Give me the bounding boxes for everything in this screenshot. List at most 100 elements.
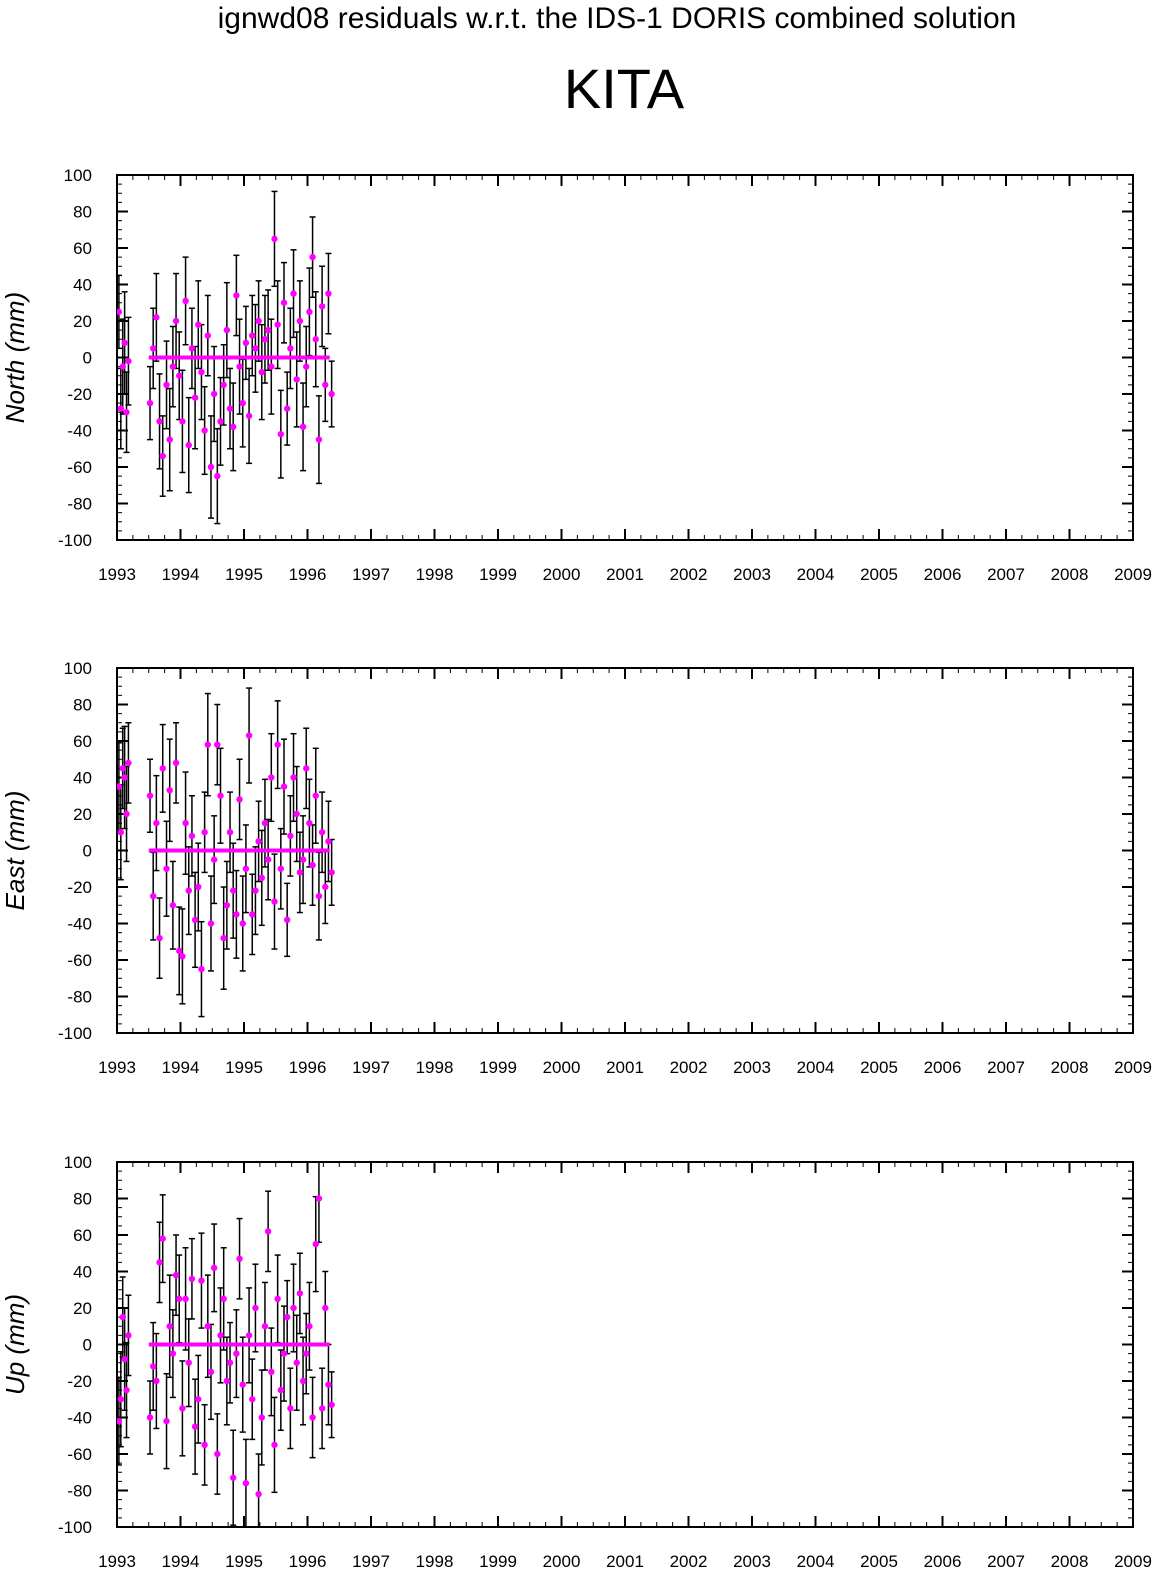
x-tick-label: 1996 — [289, 1058, 327, 1077]
data-point — [233, 292, 240, 299]
x-tick-label: 2009 — [1114, 565, 1152, 584]
data-point — [125, 357, 132, 365]
x-tick-label: 2003 — [733, 1552, 771, 1571]
y-axis-title: North (mm) — [0, 292, 30, 423]
data-point — [163, 865, 170, 872]
data-point — [280, 783, 288, 790]
data-group — [117, 190, 335, 525]
data-point — [299, 1377, 307, 1385]
data-point — [277, 1386, 285, 1394]
data-point — [322, 381, 329, 389]
data-point — [123, 1386, 130, 1394]
y-tick-label: -20 — [67, 385, 92, 404]
x-tick-label: 1993 — [98, 1058, 136, 1077]
data-point — [271, 235, 278, 243]
y-tick-label: 60 — [73, 732, 92, 751]
data-point — [117, 405, 125, 412]
data-point — [283, 1313, 291, 1321]
data-point — [207, 920, 215, 927]
data-point — [264, 856, 272, 863]
data-point — [117, 1417, 123, 1425]
data-point — [220, 1295, 227, 1303]
data-point — [169, 902, 177, 909]
data-point — [290, 1304, 297, 1312]
data-point — [153, 819, 160, 827]
data-point — [274, 1295, 281, 1303]
data-point — [258, 874, 265, 882]
data-point — [214, 741, 221, 748]
x-tick-label: 1995 — [225, 565, 263, 584]
data-point — [121, 774, 128, 781]
data-point — [119, 363, 126, 370]
x-tick-label: 2003 — [733, 1058, 771, 1077]
data-point — [318, 1405, 326, 1412]
data-point — [306, 819, 313, 827]
x-tick-label: 1997 — [352, 1058, 390, 1077]
x-tick-label: 2006 — [924, 1552, 962, 1571]
y-tick-label: 0 — [83, 349, 92, 368]
data-point — [249, 911, 256, 918]
x-tick-label: 2004 — [797, 565, 835, 584]
data-point — [191, 916, 199, 924]
data-point — [252, 345, 259, 352]
data-point — [318, 829, 326, 836]
x-tick-label: 2002 — [670, 1552, 708, 1571]
y-tick-label: -80 — [67, 988, 92, 1007]
data-point — [146, 792, 154, 799]
data-point — [233, 1350, 240, 1357]
y-tick-label: -20 — [67, 878, 92, 897]
y-tick-label: -60 — [67, 951, 92, 970]
y-tick-label: 40 — [73, 769, 92, 788]
data-point — [149, 1363, 157, 1370]
data-point — [223, 902, 231, 909]
x-tick-label: 1998 — [416, 1552, 454, 1571]
data-point — [322, 883, 329, 891]
data-point — [261, 336, 269, 343]
data-point — [306, 308, 313, 316]
x-tick-label: 2007 — [987, 1552, 1025, 1571]
data-point — [153, 314, 160, 321]
data-point — [309, 253, 316, 261]
data-point — [198, 368, 205, 376]
x-tick-label: 1997 — [352, 1552, 390, 1571]
data-point — [182, 1295, 189, 1303]
data-point — [230, 887, 237, 894]
y-tick-label: 60 — [73, 239, 92, 258]
data-point — [293, 810, 300, 818]
data-point — [210, 856, 218, 863]
data-point — [258, 368, 265, 376]
data-point — [220, 934, 227, 942]
data-point — [233, 911, 240, 918]
data-point — [188, 832, 196, 840]
data-point — [117, 308, 123, 316]
data-point — [182, 819, 189, 827]
x-tick-label: 1998 — [416, 565, 454, 584]
x-tick-label: 1999 — [479, 1552, 517, 1571]
data-point — [146, 399, 154, 407]
y-tick-label: 100 — [64, 166, 92, 185]
x-tick-label: 1993 — [98, 565, 136, 584]
x-tick-label: 2004 — [797, 1552, 835, 1571]
east-panel: 1993 1994 1995 1996 1997 1998 1999 2000 2001 2002… — [0, 659, 1152, 1077]
data-point — [242, 865, 250, 872]
data-point — [191, 1423, 199, 1430]
y-tick-label: -100 — [58, 1024, 92, 1043]
x-tick-label: 2000 — [543, 1552, 581, 1571]
data-point — [325, 290, 332, 297]
y-tick-label: -80 — [67, 495, 92, 514]
data-point — [325, 838, 332, 845]
x-tick-label: 2001 — [606, 1552, 644, 1571]
data-point — [195, 1396, 202, 1403]
data-point — [117, 1396, 125, 1403]
x-tick-label: 2000 — [543, 565, 581, 584]
data-point — [226, 405, 234, 412]
data-point — [309, 861, 316, 869]
data-point — [261, 1323, 269, 1330]
data-point — [176, 947, 183, 955]
data-point — [149, 892, 157, 900]
data-point — [125, 1332, 132, 1339]
data-group — [117, 1162, 335, 1527]
data-point — [117, 783, 123, 790]
data-point — [315, 436, 323, 443]
